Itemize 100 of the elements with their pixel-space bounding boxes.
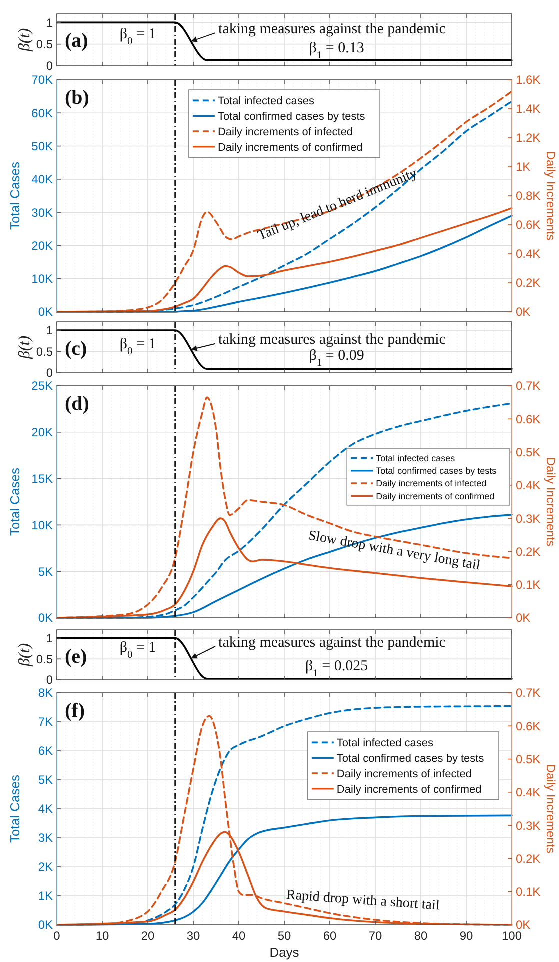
annotation: taking measures against the pandemic bbox=[218, 332, 446, 348]
annotation: (e) bbox=[65, 646, 88, 668]
y2-tick-label: 0.4K bbox=[516, 247, 541, 262]
x-tick-label: 10 bbox=[96, 929, 110, 943]
y-tick-label: 60K bbox=[32, 106, 53, 120]
y-tick-label: 0.5 bbox=[36, 344, 54, 359]
legend-label: Daily increments of infected bbox=[336, 768, 472, 780]
x-tick-label: 20 bbox=[141, 929, 155, 943]
y2-axis-title: Daily Increments bbox=[544, 151, 558, 241]
legend-label: Total infected cases bbox=[376, 453, 456, 464]
y2-tick-label: 0.4K bbox=[516, 478, 541, 493]
y-tick-label: 1 bbox=[46, 324, 54, 338]
legend-label: Daily increments of infected bbox=[376, 478, 487, 489]
annotation: β$_{0}$ = 1 bbox=[120, 336, 156, 358]
annotation: β$_{1}$ = 0.13 bbox=[309, 40, 364, 62]
legend-label: Total confirmed cases by tests bbox=[376, 466, 498, 476]
y-tick-label: 1 bbox=[46, 632, 54, 646]
y-tick-label: 10K bbox=[32, 518, 53, 532]
annotation: (b) bbox=[65, 87, 90, 109]
legend-label: Total infected cases bbox=[336, 738, 434, 750]
x-tick-label: 70 bbox=[368, 929, 382, 943]
y-tick-label: 0 bbox=[46, 673, 54, 688]
x-tick-label: 50 bbox=[278, 929, 292, 943]
y2-tick-label: 0.4K bbox=[516, 786, 541, 800]
y-tick-label: 50K bbox=[32, 139, 53, 154]
y-tick-label: 1 bbox=[46, 16, 54, 30]
y2-tick-label: 0.8K bbox=[516, 189, 541, 204]
y-tick-label: 40K bbox=[32, 172, 53, 187]
y2-tick-label: 1.6K bbox=[516, 73, 541, 88]
y-tick-label: 2K bbox=[38, 860, 53, 874]
legend-label: Total infected cases bbox=[218, 96, 316, 108]
annotation: (d) bbox=[65, 393, 90, 415]
annotation: taking measures against the pandemic bbox=[218, 634, 446, 651]
y2-tick-label: 0.2K bbox=[516, 544, 541, 559]
y-tick-label: 5K bbox=[38, 773, 53, 788]
y-tick-label: 0.5 bbox=[36, 652, 54, 666]
legend-label: Daily increments of confirmed bbox=[336, 784, 482, 796]
y-tick-label: 6K bbox=[38, 744, 53, 758]
x-tick-label: 80 bbox=[414, 929, 428, 943]
legend-label: Daily increments of confirmed bbox=[376, 491, 495, 502]
x-axis-title: Days bbox=[270, 945, 300, 960]
annotation: β$_{1}$ = 0.09 bbox=[309, 348, 364, 368]
y-tick-label: 0.5 bbox=[36, 38, 54, 52]
annotation: (a) bbox=[65, 30, 88, 52]
y2-tick-label: 0.7K bbox=[516, 379, 541, 394]
annotation: β$_{0}$ = 1 bbox=[120, 640, 156, 660]
y-tick-label: 0 bbox=[46, 366, 54, 380]
y-tick-label: 3K bbox=[38, 831, 53, 846]
y-tick-label: 20K bbox=[32, 238, 53, 253]
annotation: β$_{1}$ = 0.025 bbox=[306, 658, 368, 679]
y-tick-label: 20K bbox=[32, 426, 53, 440]
annotation: (f) bbox=[65, 700, 85, 722]
y2-axis-title: Daily Increments bbox=[544, 764, 558, 854]
annotation: β$_{0}$ = 1 bbox=[120, 26, 156, 47]
y2-tick-label: 0.6K bbox=[516, 412, 541, 426]
y-axis-title: β(t) bbox=[16, 643, 34, 668]
y2-axis-title: Daily Increments bbox=[544, 457, 558, 547]
annotation: Slow drop with a very long tail bbox=[307, 528, 482, 574]
legend-label: Daily increments of infected bbox=[218, 126, 354, 138]
y-axis-title: β(t) bbox=[16, 336, 34, 360]
y2-tick-label: 0.2K bbox=[516, 276, 541, 290]
y2-tick-label: 1.2K bbox=[516, 131, 541, 146]
annotation: taking measures against the pandemic bbox=[218, 21, 446, 38]
annotation: (c) bbox=[65, 338, 88, 360]
y-tick-label: 4K bbox=[38, 802, 53, 816]
legend-label: Total confirmed cases by tests bbox=[336, 752, 485, 765]
y-tick-label: 15K bbox=[32, 472, 53, 486]
x-tick-label: 30 bbox=[186, 929, 200, 943]
legend-label: Daily increments of confirmed bbox=[218, 142, 363, 154]
y-tick-label: 7K bbox=[38, 715, 53, 730]
y-tick-label: 8K bbox=[38, 686, 53, 700]
y2-tick-label: 0.3K bbox=[516, 512, 541, 526]
y2-tick-label: 0.5K bbox=[516, 445, 541, 460]
y-tick-label: 0K bbox=[38, 305, 53, 320]
x-tick-label: 40 bbox=[232, 929, 246, 943]
y2-tick-label: 0.7K bbox=[516, 686, 541, 700]
x-tick-label: 90 bbox=[460, 929, 474, 943]
y-tick-label: 0K bbox=[38, 918, 53, 932]
y2-tick-label: 0.3K bbox=[516, 818, 541, 833]
y2-tick-label: 0.6K bbox=[516, 719, 541, 734]
y2-tick-label: 1.4K bbox=[516, 102, 541, 116]
y-tick-label: 70K bbox=[32, 73, 53, 88]
y-axis-title: Total Cases bbox=[8, 468, 23, 536]
legend-label: Total confirmed cases by tests bbox=[218, 110, 366, 123]
y-axis-title: β(t) bbox=[16, 28, 34, 53]
y-tick-label: 1K bbox=[38, 889, 53, 904]
y2-tick-label: 0K bbox=[516, 611, 531, 626]
y-tick-label: 10K bbox=[32, 272, 53, 286]
y2-tick-label: 0K bbox=[516, 305, 531, 320]
y-tick-label: 0 bbox=[46, 59, 54, 74]
annotation: Rapid drop with a short tail bbox=[286, 888, 440, 914]
x-tick-label: 60 bbox=[323, 929, 337, 943]
y2-tick-label: 0.1K bbox=[516, 578, 541, 592]
y2-tick-label: 1K bbox=[516, 160, 531, 174]
y2-tick-label: 0.5K bbox=[516, 752, 541, 766]
y-tick-label: 5K bbox=[38, 564, 53, 579]
y2-tick-label: 0.2K bbox=[516, 852, 541, 866]
y2-tick-label: 0.1K bbox=[516, 885, 541, 900]
y-tick-label: 30K bbox=[32, 206, 53, 220]
y-axis-title: Total Cases bbox=[8, 774, 23, 843]
